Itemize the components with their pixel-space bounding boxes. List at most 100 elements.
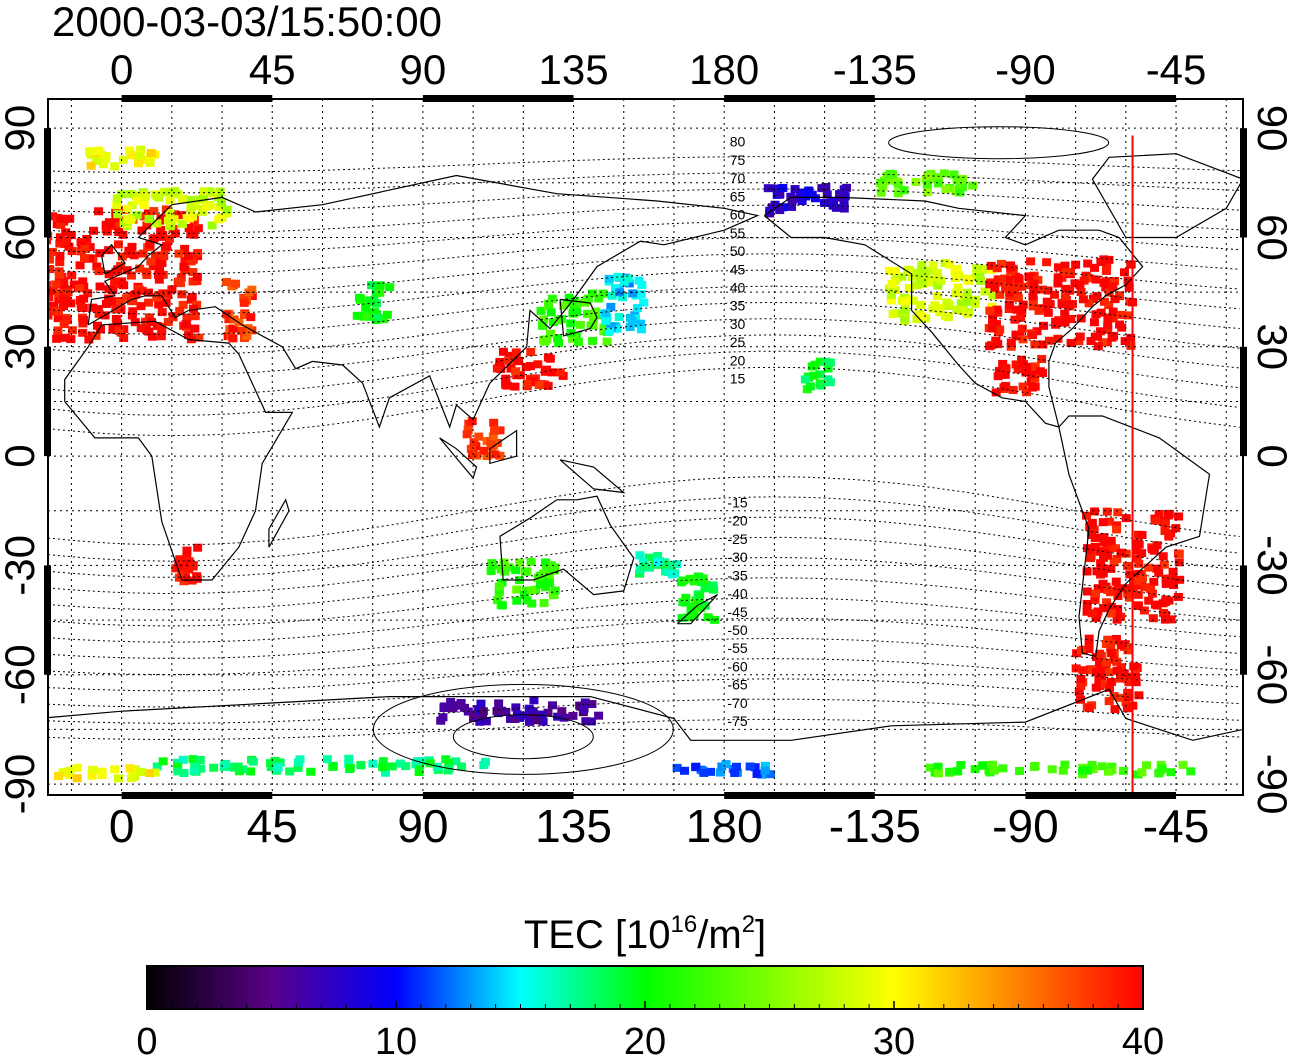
tec-cell: [559, 713, 569, 722]
tec-cell: [545, 354, 555, 363]
tec-cell: [708, 581, 718, 590]
tec-cell: [328, 761, 338, 770]
tec-cell: [549, 318, 559, 327]
tec-cell: [1108, 331, 1118, 340]
tec-cell: [489, 418, 499, 427]
tec-cell: [1120, 337, 1130, 346]
tec-cell: [1090, 533, 1100, 542]
tec-cell: [1178, 760, 1188, 769]
tec-cell: [112, 201, 122, 210]
tec-cell: [1041, 304, 1051, 313]
tec-cell: [371, 299, 381, 308]
tec-cell: [683, 613, 693, 622]
tec-cell: [266, 759, 276, 768]
tec-cell: [587, 700, 597, 709]
coastline: [439, 437, 478, 480]
tec-cell: [1118, 766, 1128, 775]
tec-cell: [543, 381, 553, 390]
tec-cell: [76, 303, 86, 312]
contour-label: -50: [727, 622, 747, 638]
tec-cell: [144, 327, 154, 336]
colorbar-tick-label: 30: [873, 1021, 915, 1057]
tec-cell: [128, 307, 138, 316]
tec-cell: [136, 767, 146, 776]
tec-cell: [178, 300, 188, 309]
tec-cell: [628, 289, 638, 298]
tec-cell: [1051, 317, 1061, 326]
tec-cell: [1106, 677, 1116, 686]
tec-cell: [1144, 563, 1154, 572]
tec-cell: [1076, 695, 1086, 704]
frame-bar: [44, 565, 51, 675]
tec-cell: [94, 207, 104, 216]
tec-cell: [193, 224, 203, 233]
tec-cell: [514, 357, 524, 366]
tec-cell: [636, 290, 646, 299]
tec-cell: [48, 280, 51, 289]
tec-data-layer: [48, 145, 1196, 783]
tec-cell: [1010, 284, 1020, 293]
tec-cell: [1121, 514, 1131, 523]
tec-cell: [48, 255, 54, 264]
tec-cell: [48, 287, 58, 296]
tec-cell: [594, 711, 604, 720]
tec-cell: [56, 214, 66, 223]
tec-cell: [636, 325, 646, 334]
contour-line: [48, 188, 1240, 214]
tec-cell: [233, 762, 243, 771]
tec-cell: [944, 300, 954, 309]
tec-cell: [154, 275, 164, 284]
tec-cell: [72, 763, 82, 772]
tec-cell: [987, 324, 997, 333]
tec-cell: [415, 762, 425, 771]
top-lon-label: 180: [689, 46, 759, 93]
tec-cell: [1087, 666, 1097, 675]
tec-cell: [945, 767, 955, 776]
tec-cell: [167, 285, 177, 294]
tec-cell: [159, 187, 169, 196]
tec-cell: [613, 272, 623, 281]
tec-cell: [162, 241, 172, 250]
tec-cell: [72, 774, 82, 783]
tec-cell: [667, 562, 677, 571]
tec-cell: [579, 704, 589, 713]
tec-cell: [84, 335, 94, 344]
tec-cell: [100, 154, 110, 163]
tec-cell: [1066, 315, 1076, 324]
tec-cell: [55, 239, 65, 248]
tec-cell: [188, 562, 198, 571]
tec-cell: [1078, 295, 1088, 304]
tec-cell: [1004, 300, 1014, 309]
tec-cell: [168, 312, 178, 321]
tec-cell: [285, 767, 295, 776]
tec-cell: [1113, 584, 1123, 593]
contour-labels: 80 75 70 65 60 55 50 45 40 35 30 25 20 15 -15 -20 -25 -30…: [727, 134, 747, 729]
tec-cell: [928, 261, 938, 270]
tec-cell: [1130, 667, 1140, 676]
tec-cell: [127, 773, 137, 782]
tec-cell: [604, 327, 614, 336]
tec-cell: [65, 766, 75, 775]
tec-cell: [186, 195, 196, 204]
tec-cell: [322, 755, 332, 764]
contour-line: [48, 269, 1240, 315]
tec-cell: [195, 755, 205, 764]
tec-cell: [1091, 683, 1101, 692]
tec-cell: [1113, 604, 1123, 613]
tec-cell: [580, 698, 590, 707]
tec-cell: [1099, 278, 1109, 287]
tec-cell: [700, 584, 710, 593]
tec-cell: [510, 382, 520, 391]
tec-cell: [527, 586, 537, 595]
tec-cell: [1061, 268, 1071, 277]
tec-cell: [368, 759, 378, 768]
tec-cell: [985, 306, 995, 315]
tec-cell: [566, 319, 576, 328]
south-pole-contour: [452, 714, 594, 760]
tec-cell: [193, 543, 203, 552]
tec-cell: [122, 204, 132, 213]
tec-cell: [494, 699, 504, 708]
tec-cell: [125, 764, 135, 773]
tec-cell: [904, 283, 914, 292]
colorbar-tick-label: 20: [624, 1021, 666, 1057]
